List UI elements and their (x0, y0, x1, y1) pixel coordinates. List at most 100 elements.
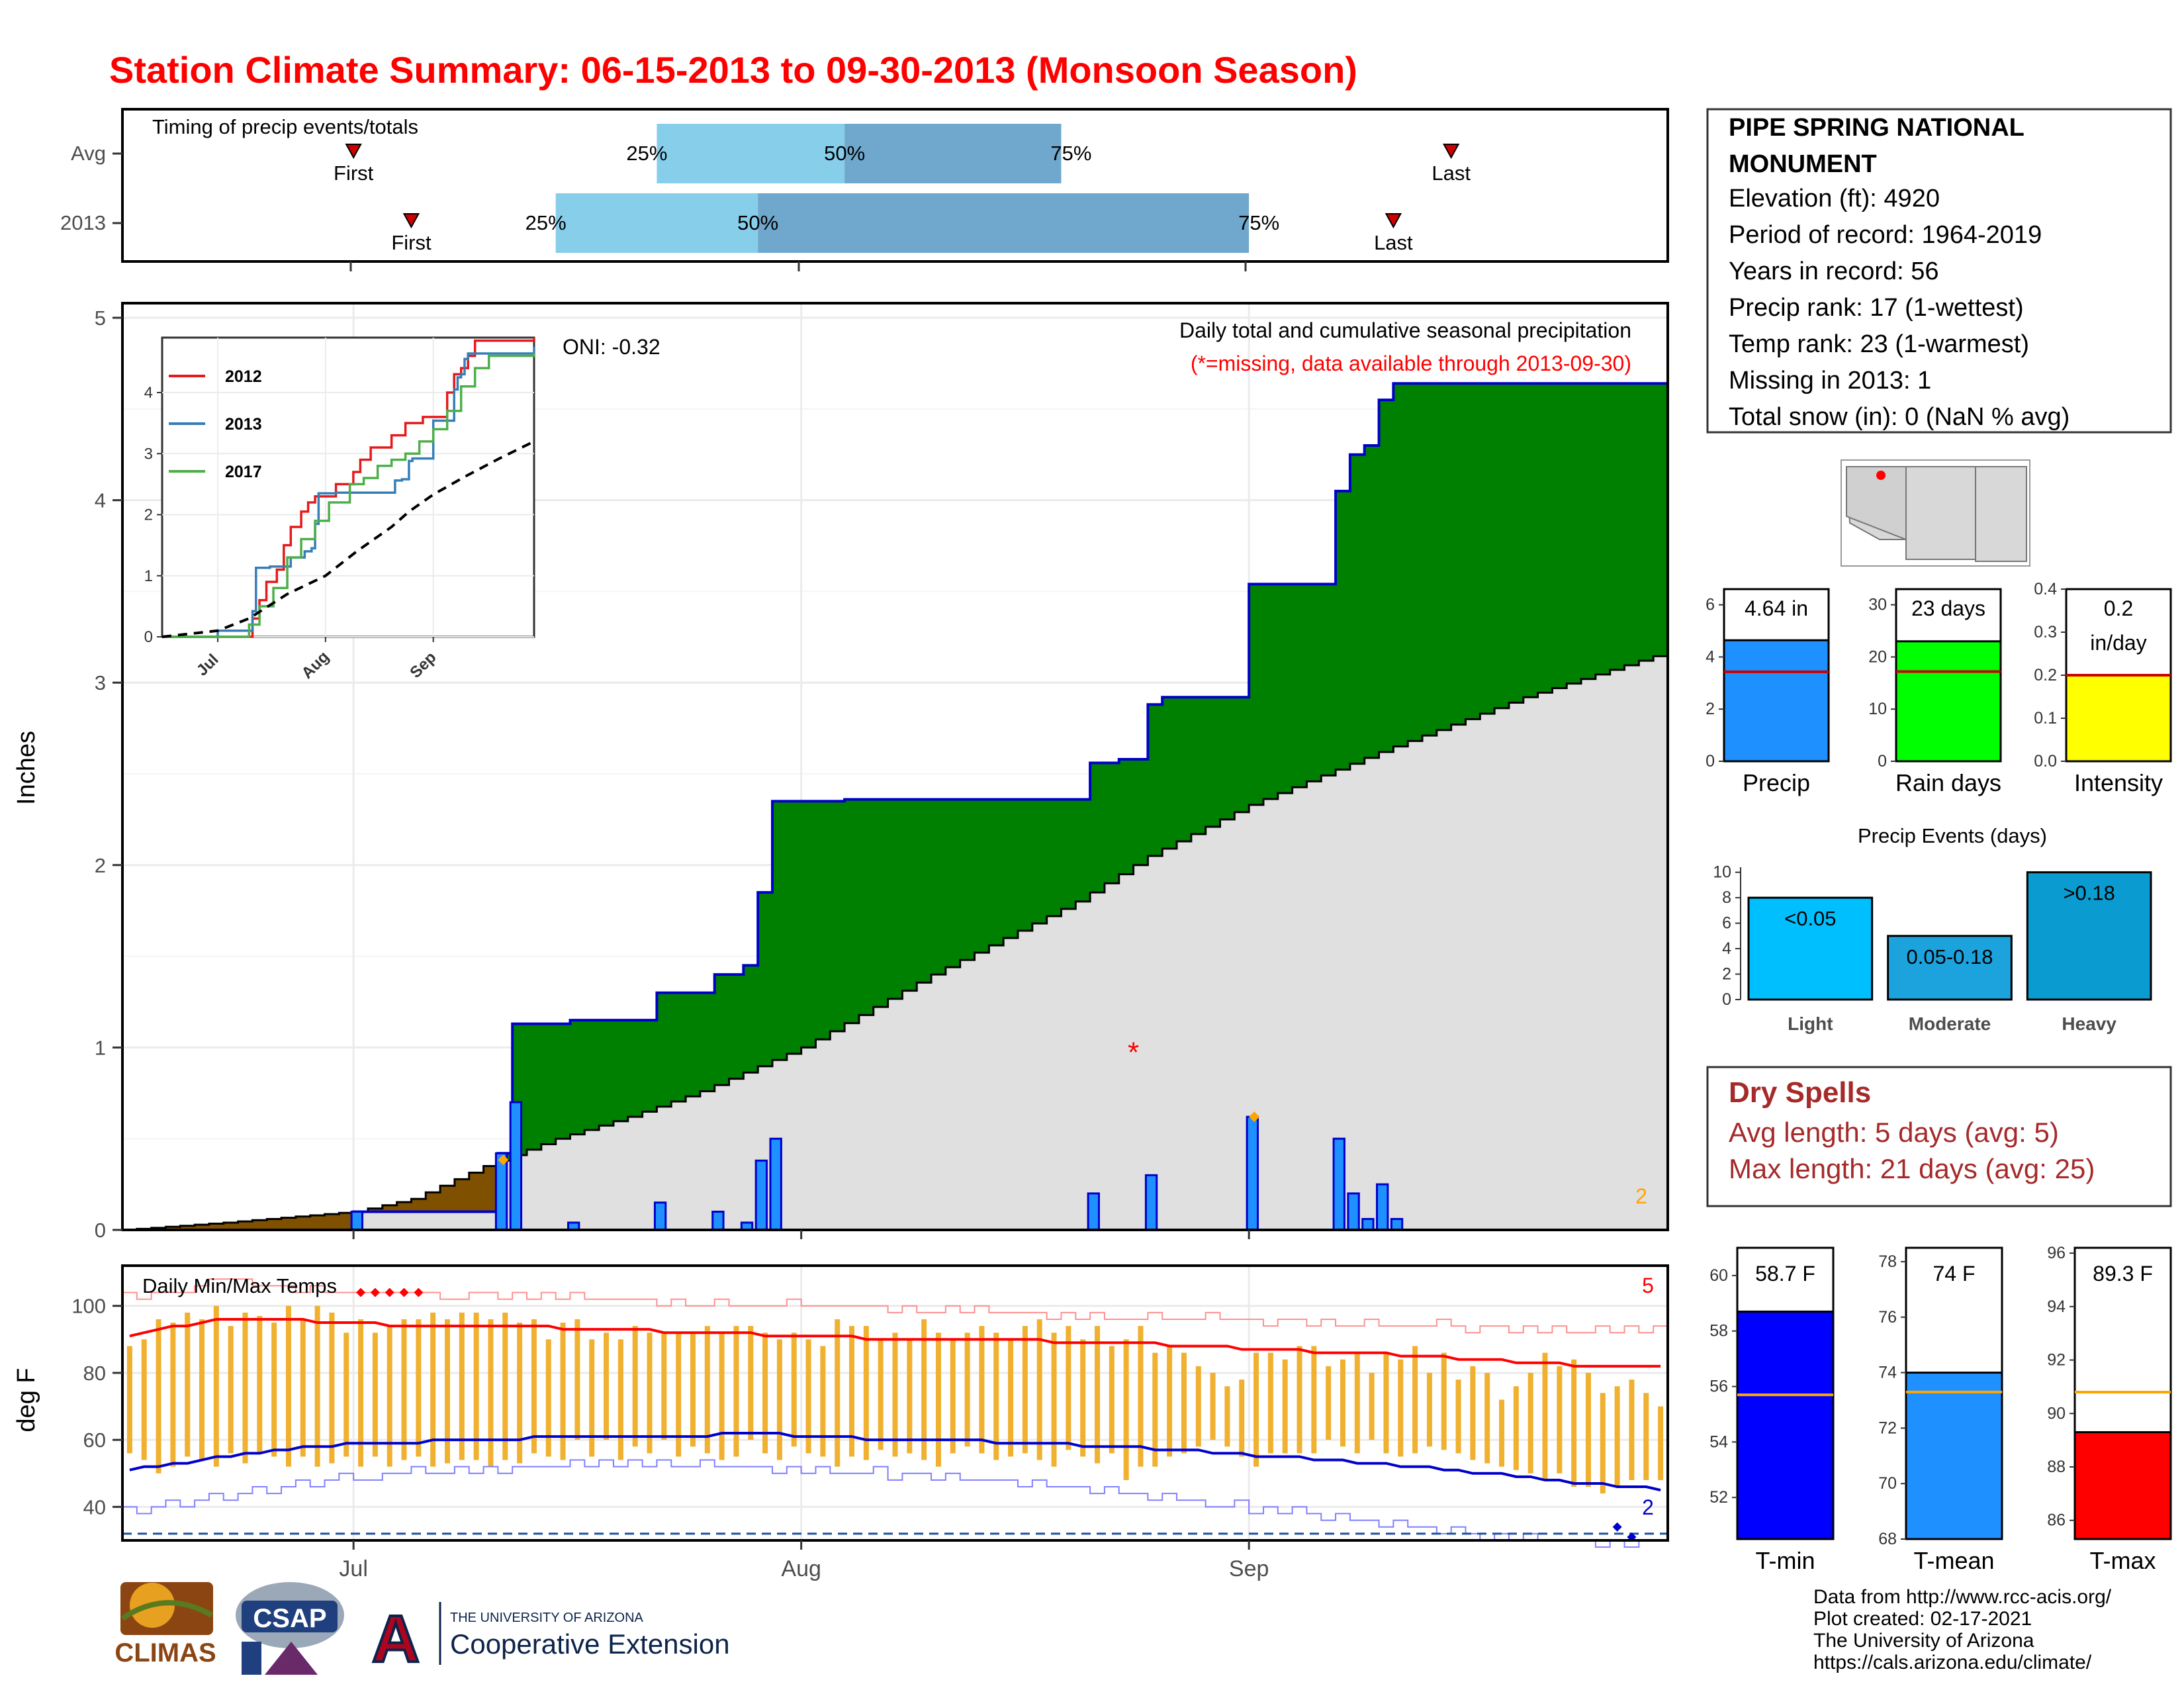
deficit-area-segment (208, 1223, 224, 1230)
daily-temp-bar (502, 1312, 508, 1460)
surplus-area-segment (1436, 383, 1452, 730)
daily-temp-bar (430, 1312, 436, 1467)
precip-events-bin-label: 0.05-0.18 (1907, 945, 1993, 968)
temp-ytick-label: 60 (83, 1429, 106, 1452)
precip-ytick-label: 0 (95, 1219, 106, 1242)
timing-row-label-2013: 2013 (60, 211, 106, 234)
surplus-area-segment (1220, 697, 1235, 820)
daily-precip-bar (350, 1210, 364, 1231)
daily-temp-bar (1354, 1352, 1360, 1454)
daily-temp-bar (1008, 1339, 1014, 1457)
surplus-area-segment (887, 799, 903, 999)
daily-temp-bar (1051, 1333, 1057, 1467)
daily-precip-bar (653, 1201, 667, 1231)
precip-annotation: Daily total and cumulative seasonal prec… (1179, 318, 1631, 342)
precip-events-category: Heavy (2062, 1013, 2116, 1034)
temp-chart-value: 58.7 F (1755, 1262, 1815, 1286)
deficit-area-segment (426, 1192, 441, 1212)
daily-temp-bar (213, 1305, 219, 1467)
mini-chart-ytick-label: 10 (1868, 700, 1887, 718)
precip-ytick-label: 5 (95, 306, 106, 330)
precip-events-ytick-label: 10 (1713, 863, 1731, 882)
surplus-area-segment (1523, 383, 1539, 698)
daily-temp-bar (748, 1326, 754, 1440)
temp-chart-value: 74 F (1933, 1262, 1975, 1286)
daily-precip-bar (711, 1210, 725, 1231)
dry-spells-frame (1706, 1066, 2172, 1207)
daily-temp-bar (921, 1319, 927, 1460)
surplus-area-segment (1480, 383, 1495, 714)
daily-temp-bar (1383, 1352, 1389, 1454)
mini-chart-bar (1895, 640, 2002, 763)
daily-precip-bar (754, 1159, 768, 1231)
precip-events-bar (1747, 896, 1874, 1001)
inset-legend-label: 2013 (225, 415, 262, 434)
temp-bar-charts: 52 54 56 58 60 58.7 F T-min 68 70 72 74 76 78 74 F T-m… (1709, 1244, 2172, 1574)
daily-temp-bar (1267, 1352, 1273, 1454)
mini-chart-ytick-label: 20 (1868, 647, 1887, 666)
daily-temp-bar (574, 1319, 580, 1440)
dry-spells-box: Dry Spells Avg length: 5 days (avg: 5) M… (1706, 1066, 2172, 1207)
daily-temp-bar (849, 1326, 855, 1457)
deficit-area-segment (252, 1220, 267, 1230)
daily-temp-bar (271, 1323, 277, 1457)
temp-panel-frame (121, 1264, 1669, 1542)
mini-chart-ytick-label: 0.0 (2034, 752, 2057, 771)
footer-line: https://cals.arizona.edu/climate/ (1813, 1652, 2092, 1673)
mini-bar-charts: 0 2 4 6 4.64 in Precip 0 10 20 30 23 days Rain days… (1706, 580, 2172, 796)
mini-chart-ytick-label: 0.3 (2034, 623, 2057, 641)
surplus-area-segment (1104, 763, 1120, 884)
station-name-line2: MONUMENT (1729, 150, 1877, 178)
dry-spells-avg: Avg length: 5 days (avg: 5) (1729, 1117, 2059, 1148)
temp-ylabel: deg F (13, 1368, 40, 1432)
surplus-area-segment (642, 1020, 657, 1112)
daily-temp-bar (141, 1339, 147, 1460)
timing-panel: Timing of precip events/totals Avg 2013 … (60, 108, 1669, 271)
daily-temp-bar (1239, 1380, 1245, 1457)
precip-panel: 0 1 2 3 4 5 Inches Daily total and cumulative… (13, 302, 1669, 1242)
daily-precip-bar (1246, 1115, 1259, 1231)
daily-temp-bar (242, 1312, 248, 1464)
temp-grid (122, 1266, 1668, 1540)
daily-temp-bar (1022, 1326, 1028, 1454)
daily-temp-bar (1600, 1393, 1606, 1494)
precip-panel-frame (121, 302, 1669, 1231)
daily-temp-bar (1253, 1352, 1259, 1467)
temp-chart-ytick-label: 74 (1878, 1364, 1897, 1382)
footer-line: The University of Arizona (1813, 1630, 2034, 1652)
timing-first-label: First (334, 162, 374, 185)
station-line: Temp rank: 23 (1-warmest) (1729, 330, 2029, 358)
station-info-frame (1706, 108, 2172, 434)
surplus-area-segment (1321, 584, 1336, 776)
precip-ylabel: Inches (13, 731, 40, 805)
daily-temp-bar (1138, 1326, 1144, 1467)
temp-chart-ytick-label: 54 (1709, 1432, 1728, 1451)
temp-chart-label: T-min (1756, 1547, 1815, 1574)
daily-precip-bar (1390, 1217, 1404, 1231)
deficit-area-segment (469, 1172, 484, 1212)
timing-q50-label: 50% (824, 142, 865, 165)
temp-y-axis: 40 60 80 100 (71, 1295, 122, 1519)
temp-chart-ytick-label: 90 (2047, 1404, 2066, 1423)
mini-chart-value: 4.64 in (1745, 596, 1808, 620)
inset-ytick-label: 0 (144, 628, 153, 646)
precip-missing-note: (*=missing, data available through 2013-… (1191, 352, 1631, 375)
precip-events-ytick-label: 2 (1722, 965, 1731, 984)
daily-temp-bar (329, 1312, 335, 1464)
ua-logo: A THE UNIVERSITY OF ARIZONA Cooperative … (363, 1601, 730, 1677)
daily-temp-bar (560, 1323, 566, 1460)
surplus-area-segment (1610, 383, 1625, 670)
daily-precip-bar (1087, 1192, 1100, 1231)
mini-chart-value: 23 days (1911, 596, 1985, 620)
daily-temp-bar (531, 1319, 537, 1454)
surplus-area-segment (1653, 383, 1668, 657)
deficit-area-segment (454, 1179, 470, 1212)
surplus-area-segment (1118, 759, 1134, 874)
surplus-area-segment (700, 992, 715, 1092)
normal-cumulative-line (122, 655, 1668, 1231)
daily-temp-bar (1470, 1366, 1476, 1460)
daily-temp-bar (257, 1315, 263, 1454)
daily-temp-bar (1109, 1346, 1115, 1454)
daily-temp-bar (1629, 1380, 1635, 1480)
